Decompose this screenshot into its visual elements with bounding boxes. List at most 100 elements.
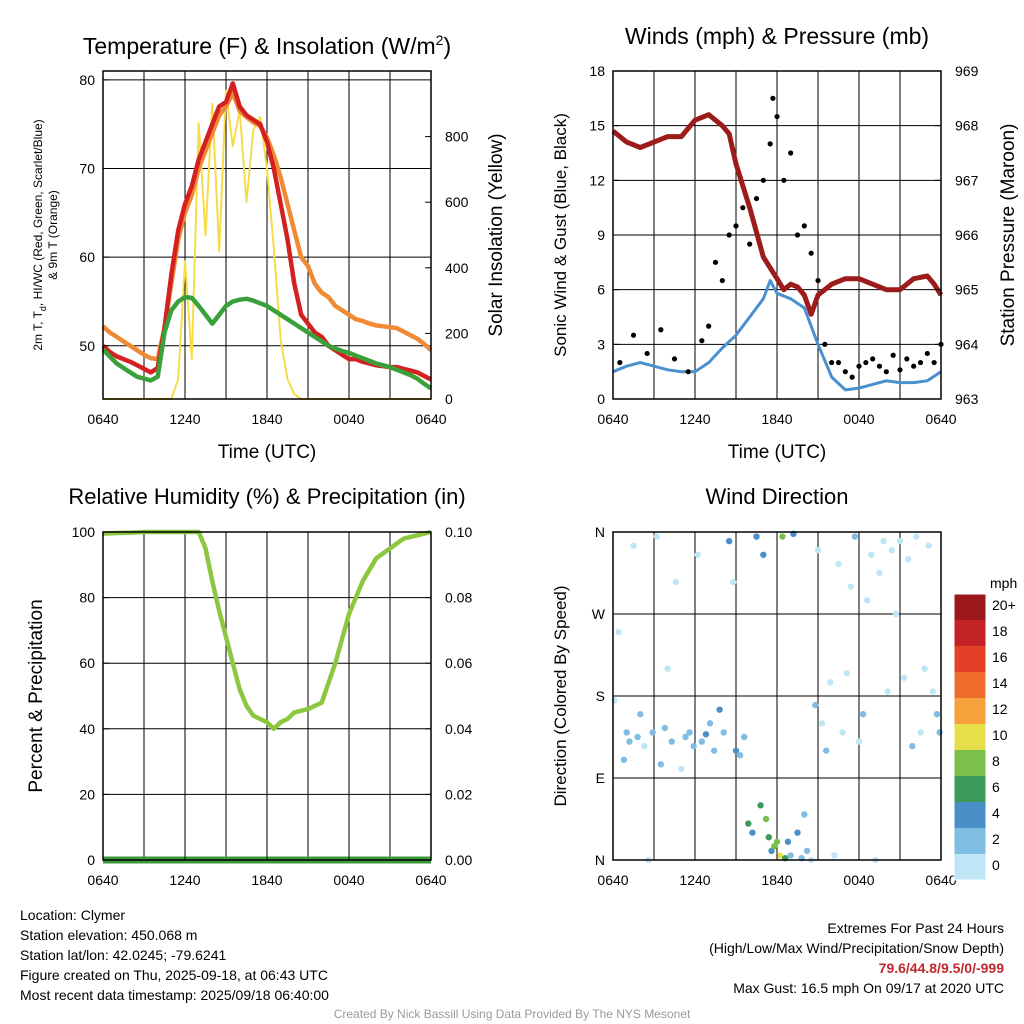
colorbar-swatch xyxy=(954,854,986,880)
humidity-y2tick-label: 0.10 xyxy=(445,524,472,540)
winds-y2tick-label: 968 xyxy=(955,118,979,134)
temperature-panel: Temperature (F) & Insolation (W/m2) 0640… xyxy=(31,32,507,463)
direction-point xyxy=(668,738,675,745)
humidity-y2tick-label: 0.06 xyxy=(445,655,472,671)
humidity-panel: Relative Humidity (%) & Precipitation (i… xyxy=(26,484,472,888)
winds-y2label: Station Pressure (Maroon) xyxy=(998,124,1019,347)
direction-point xyxy=(757,802,764,809)
direction-point xyxy=(909,742,916,750)
extremes-info: Extremes For Past 24 Hours (High/Low/Max… xyxy=(709,918,1004,998)
gust-point xyxy=(876,363,883,369)
location-text: Location: Clymer xyxy=(20,907,126,923)
direction-point xyxy=(773,838,781,845)
winds-ytick-label: 18 xyxy=(589,63,605,79)
gust-point xyxy=(849,374,855,380)
gust-point xyxy=(644,350,650,357)
temperature-xtick-label: 1240 xyxy=(169,411,200,427)
direction-point xyxy=(917,729,924,736)
direction-point xyxy=(847,583,854,590)
direction-point xyxy=(661,724,669,732)
direction-point xyxy=(823,747,830,754)
direction-point xyxy=(913,533,920,540)
direction-point xyxy=(776,852,783,859)
humidity-ticks: 0640 1240 1840 0040 0640 0 20 40 60 80 100 0.00 0.02… xyxy=(72,524,473,888)
direction-point xyxy=(784,838,792,845)
temperature-xtick-label: 1840 xyxy=(251,411,282,427)
direction-point xyxy=(868,551,875,558)
gust-point xyxy=(842,369,848,375)
direction-xtick-label: 0640 xyxy=(925,872,956,888)
direction-point xyxy=(732,747,740,754)
gust-point xyxy=(726,232,732,238)
direction-point xyxy=(896,537,904,545)
winds-y2tick-label: 965 xyxy=(955,282,979,298)
humidity-xtick-label: 0640 xyxy=(87,872,118,888)
gust-point xyxy=(822,341,828,347)
winds-panel: Winds (mph) & Pressure (mb) 0640 1240 1840… xyxy=(551,23,1019,463)
gust-point xyxy=(747,241,753,247)
gust-point xyxy=(770,95,776,101)
colorbar-swatch xyxy=(954,646,986,672)
direction-point xyxy=(843,670,850,677)
temperature-y2tick-label: 400 xyxy=(445,260,469,276)
temperature-xlabel: Time (UTC) xyxy=(218,442,317,463)
direction-point xyxy=(855,738,863,745)
temperature-title: Temperature (F) & Insolation (W/m2) xyxy=(83,32,451,59)
winds-y2tick-label: 964 xyxy=(955,336,979,352)
winds-y2tick-label: 967 xyxy=(955,172,979,188)
credit-footer: Created By Nick Bassill Using Data Provi… xyxy=(333,1007,691,1021)
temperature-ylabel: 2m T, Td, HI/WC (Red, Green, Scarlet/Blu… xyxy=(31,119,48,350)
gust-point xyxy=(808,250,814,256)
humidity-xtick-label: 0640 xyxy=(415,872,446,888)
direction-point xyxy=(626,738,633,745)
direction-point xyxy=(702,731,710,738)
gust-point xyxy=(630,332,637,338)
direction-point xyxy=(686,729,693,736)
winds-xtick-label: 1240 xyxy=(679,411,710,427)
direction-point xyxy=(831,852,838,859)
gust-point xyxy=(753,195,760,202)
direction-point xyxy=(801,811,808,818)
direction-ytick-label: S xyxy=(596,688,605,704)
direction-point xyxy=(630,542,637,549)
station-info: Location: Clymer Station elevation: 450.… xyxy=(20,905,329,1005)
humidity-ytick-label: 60 xyxy=(79,655,95,671)
direction-point xyxy=(730,578,737,586)
temperature-y2tick-label: 600 xyxy=(445,194,469,210)
max-gust-text: Max Gust: 16.5 mph On 09/17 at 2020 UTC xyxy=(733,980,1004,996)
direction-point xyxy=(933,711,941,718)
direction-point xyxy=(925,542,932,549)
direction-point xyxy=(812,701,819,709)
humidity-gridlines xyxy=(103,532,431,860)
winds-y2tick-label: 969 xyxy=(955,63,979,79)
gust-point xyxy=(890,352,896,358)
direction-point xyxy=(876,569,883,577)
colorbar-swatch xyxy=(954,672,986,698)
winds-gridlines xyxy=(613,71,941,399)
direction-point xyxy=(839,729,846,736)
gust-point xyxy=(924,350,930,357)
temperature-ytick-label: 60 xyxy=(79,249,95,265)
colorbar-swatch xyxy=(954,776,986,802)
direction-point xyxy=(745,820,752,827)
winds-y2tick-label: 966 xyxy=(955,227,979,243)
gust-point xyxy=(794,232,801,238)
humidity-y2tick-label: 0.02 xyxy=(445,786,472,802)
gust-point xyxy=(712,259,719,265)
gust-point xyxy=(904,356,910,362)
humidity-ytick-label: 100 xyxy=(72,524,96,540)
direction-point xyxy=(787,852,794,859)
extremes-legend: (High/Low/Max Wind/Precipitation/Snow De… xyxy=(709,940,1004,956)
gust-point xyxy=(781,177,787,183)
direction-panel: Wind Direction 0640 1240 1840 0040 0640NESWN… xyxy=(551,484,1017,888)
colorbar-label: 10 xyxy=(992,727,1008,743)
temperature-ytick-label: 70 xyxy=(79,161,95,177)
gust-point xyxy=(617,359,623,366)
colorbar-swatch xyxy=(954,828,986,854)
winds-xtick-label: 1840 xyxy=(761,411,792,427)
direction-point xyxy=(864,597,871,604)
gust-point xyxy=(801,223,807,229)
winds-y2tick-label: 963 xyxy=(955,391,979,407)
humidity-y2tick-label: 0.04 xyxy=(445,721,472,737)
winds-line-station-pressure xyxy=(611,112,944,317)
